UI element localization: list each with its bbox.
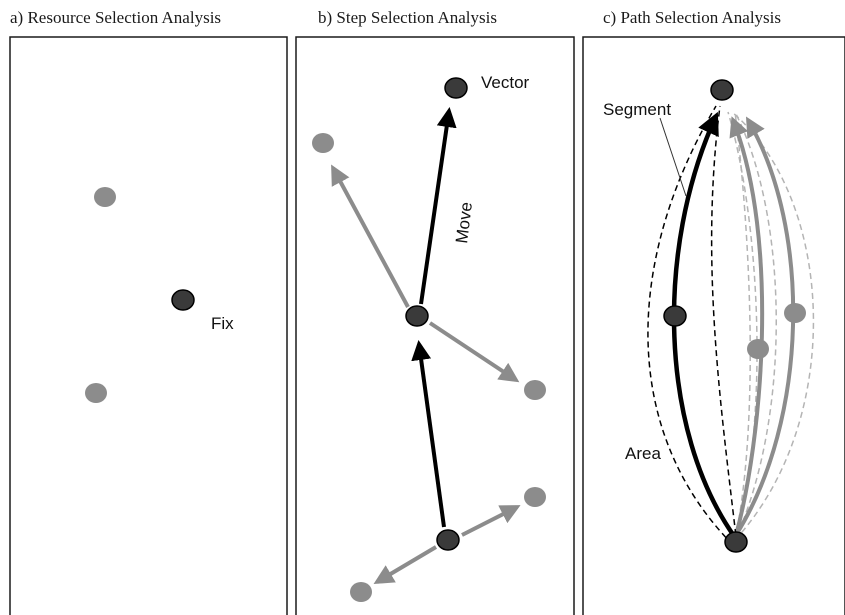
fix-label: Fix <box>211 314 234 333</box>
panel-b-frame <box>295 36 575 615</box>
observed-point <box>663 305 687 327</box>
observed-area-boundary <box>710 105 738 546</box>
panel-a-title: a) Resource Selection Analysis <box>10 8 222 27</box>
available-point <box>747 339 769 359</box>
available-area-boundary <box>734 111 777 541</box>
segment-label: Segment <box>603 100 671 119</box>
panel-b: Vector Move <box>312 73 546 602</box>
segment-leader-line <box>659 117 687 197</box>
available-area-boundary <box>734 111 751 541</box>
available-step-arrow <box>461 505 521 537</box>
available-step-arrow <box>331 164 410 308</box>
observed-point <box>710 79 734 101</box>
available-point <box>784 303 806 323</box>
observed-fix-point <box>171 289 195 311</box>
observed-step-arrow <box>411 340 446 528</box>
observed-path-arrow <box>671 111 736 538</box>
available-point <box>524 487 546 507</box>
available-point <box>85 383 107 403</box>
panel-c-frame <box>582 36 845 615</box>
available-path-arrow <box>734 116 796 537</box>
observed-point <box>436 529 460 551</box>
observed-point <box>724 531 748 553</box>
available-path-arrow <box>729 116 765 536</box>
panel-b-title: b) Step Selection Analysis <box>318 8 497 27</box>
available-point <box>94 187 116 207</box>
area-label: Area <box>625 444 661 463</box>
available-point <box>312 133 334 153</box>
available-step-arrow <box>373 545 438 585</box>
panel-a-frame <box>9 36 288 615</box>
vector-label: Vector <box>481 73 530 92</box>
available-point <box>350 582 372 602</box>
move-label: Move <box>452 201 476 245</box>
observed-point <box>405 305 429 327</box>
panel-c-title: c) Path Selection Analysis <box>603 8 782 27</box>
available-area-boundary <box>731 111 815 541</box>
panel-c: Segment Area <box>603 79 815 553</box>
available-point <box>524 380 546 400</box>
observed-step-arrow <box>419 107 457 305</box>
observed-area-boundary <box>647 105 734 546</box>
panel-a: Fix <box>85 187 234 403</box>
observed-point <box>444 77 468 99</box>
available-step-arrow <box>428 321 520 383</box>
